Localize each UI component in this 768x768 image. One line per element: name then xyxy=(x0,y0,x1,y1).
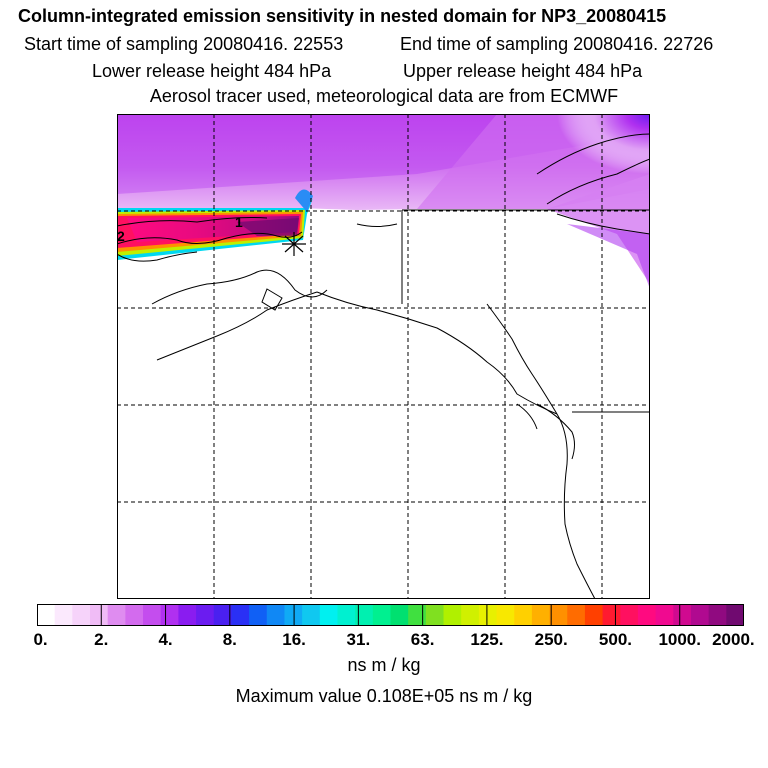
colorbar-cell xyxy=(355,604,374,626)
graticule xyxy=(117,114,650,599)
colorbar-cell xyxy=(249,604,268,626)
colorbar-cell xyxy=(708,604,727,626)
colorbar-cell xyxy=(231,604,250,626)
field-ne-max xyxy=(557,114,650,174)
map-canvas: 1 2 xyxy=(117,114,650,599)
colorbar-cell xyxy=(213,604,233,626)
colorbar-cell xyxy=(478,604,498,626)
colorbar-cell xyxy=(107,604,126,626)
upper-release-label: Upper release height 484 hPa xyxy=(403,61,643,81)
lower-release-label: Lower release height 484 hPa xyxy=(92,61,332,81)
colorbar-tick-label: 8. xyxy=(222,630,237,649)
colorbar-cell xyxy=(637,604,657,626)
colorbar-cell xyxy=(443,604,462,626)
colorbar-cell xyxy=(90,604,109,626)
colorbar-cell xyxy=(655,604,674,626)
start-time-label: Start time of sampling 20080416. 22553 xyxy=(24,34,344,54)
colorbar-cell xyxy=(673,604,692,626)
colorbar-cell xyxy=(390,604,409,626)
colorbar-cell xyxy=(319,604,339,626)
tracer-note: Aerosol tracer used, meteorological data… xyxy=(149,86,619,106)
colorbar-tick-label: 16. xyxy=(282,630,306,649)
colorbar-cell xyxy=(620,604,639,626)
plume-max-core xyxy=(237,218,299,236)
colorbar-cell xyxy=(72,604,91,626)
colorbar-cell xyxy=(372,604,392,626)
colorbar-cell xyxy=(54,604,73,626)
colorbar-cell xyxy=(549,604,568,626)
colorbar-cell xyxy=(584,604,604,626)
colorbar-tick-label: 63. xyxy=(410,630,435,649)
contour-label-2: 2 xyxy=(117,228,125,244)
colorbar-tick-label: 1000. xyxy=(658,630,701,649)
colorbar-cell xyxy=(425,604,445,626)
colorbar-cell xyxy=(284,604,303,626)
colorbar-cell xyxy=(461,604,480,626)
colorbar-tick-label: 500. xyxy=(598,630,632,649)
map-border xyxy=(117,114,650,599)
colorbar-tick-label: 250. xyxy=(534,630,568,649)
colorbar-cell xyxy=(178,604,197,626)
colorbar-tick-label: 125. xyxy=(470,630,504,649)
field-east-plume-core xyxy=(567,224,650,289)
colorbar-cell xyxy=(690,604,710,626)
colorbar-tick-label: 4. xyxy=(158,630,173,649)
colorbar-cell xyxy=(408,604,427,626)
colorbar-units: ns m / kg xyxy=(347,655,421,675)
contour-label-1: 1 xyxy=(235,214,243,230)
colorbar-cell xyxy=(37,604,56,626)
colorbar-tick-label: 2000. xyxy=(712,630,755,649)
colorbar xyxy=(37,604,744,626)
colorbar-tick-label: 2. xyxy=(94,630,109,649)
plume-spike xyxy=(295,189,313,212)
colorbar-cell xyxy=(531,604,551,626)
colorbar-cell xyxy=(143,604,162,626)
release-point-marker xyxy=(282,232,306,256)
colorbar-cell xyxy=(160,604,179,626)
colorbar-cell xyxy=(125,604,144,626)
map-panel: 1 2 xyxy=(117,114,650,599)
colorbar-cell xyxy=(496,604,515,626)
colorbar-cell xyxy=(337,604,356,626)
colorbar-cell xyxy=(514,604,533,626)
coastlines xyxy=(117,133,650,599)
colorbar-cell xyxy=(266,604,286,626)
colorbar-cell xyxy=(602,604,621,626)
figure-title: Column-integrated emission sensitivity i… xyxy=(18,6,667,26)
colorbar-border xyxy=(37,604,744,626)
colorbar-cell xyxy=(726,604,744,626)
colorbar-cell xyxy=(196,604,215,626)
colorbar-cell xyxy=(302,604,321,626)
end-time-label: End time of sampling 20080416. 22726 xyxy=(400,34,714,54)
field-east-plume xyxy=(547,174,650,284)
colorbar-cell xyxy=(567,604,586,626)
max-value-label: Maximum value 0.108E+05 ns m / kg xyxy=(235,686,533,706)
colorbar-tick-label: 31. xyxy=(346,630,371,649)
colorbar-tick-label: 0. xyxy=(33,630,48,649)
